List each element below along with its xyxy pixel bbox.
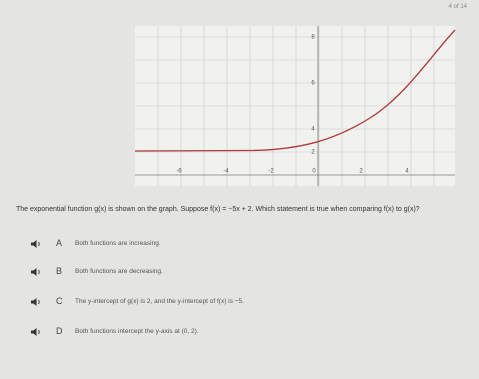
speaker-icon[interactable] <box>30 297 44 307</box>
option-text: The y-intercept of g(x) is 2, and the y-… <box>75 298 244 305</box>
graph: -6 -4 -2 0 2 4 8 6 4 2 <box>134 26 456 186</box>
x-tick-label: -4 <box>223 169 229 175</box>
option-letter: A <box>56 238 63 248</box>
option-text: Both functions are decreasing. <box>75 268 163 275</box>
option-letter: B <box>56 266 63 276</box>
x-tick-label: -2 <box>268 169 274 175</box>
curve <box>134 29 456 152</box>
answer-option[interactable]: C The y-intercept of g(x) is 2, and the y… <box>30 296 460 310</box>
y-tick-label: 8 <box>311 35 315 41</box>
x-tick-label: 0 <box>312 169 316 175</box>
option-text: Both functions intercept the y-axis at (… <box>75 328 199 335</box>
answer-option[interactable]: D Both functions intercept the y-axis at … <box>30 326 460 340</box>
option-letter: D <box>56 326 63 336</box>
option-letter: C <box>56 296 63 306</box>
answer-option[interactable]: A Both functions are increasing. <box>30 238 460 252</box>
x-tick-label: 4 <box>405 169 409 175</box>
question: The exponential function g(x) is shown o… <box>16 206 420 213</box>
x-tick-label: 2 <box>359 169 363 175</box>
progress: 4 of 14 <box>448 4 467 10</box>
y-tick-label: 4 <box>311 127 315 133</box>
speaker-icon[interactable] <box>30 327 44 337</box>
y-tick-label: 6 <box>311 81 315 87</box>
speaker-icon[interactable] <box>30 239 44 249</box>
option-text: Both functions are increasing. <box>75 240 161 247</box>
answer-option[interactable]: B Both functions are decreasing. <box>30 266 460 280</box>
speaker-icon[interactable] <box>30 267 44 277</box>
x-tick-label: -6 <box>176 169 182 175</box>
y-tick-label: 2 <box>311 150 315 156</box>
